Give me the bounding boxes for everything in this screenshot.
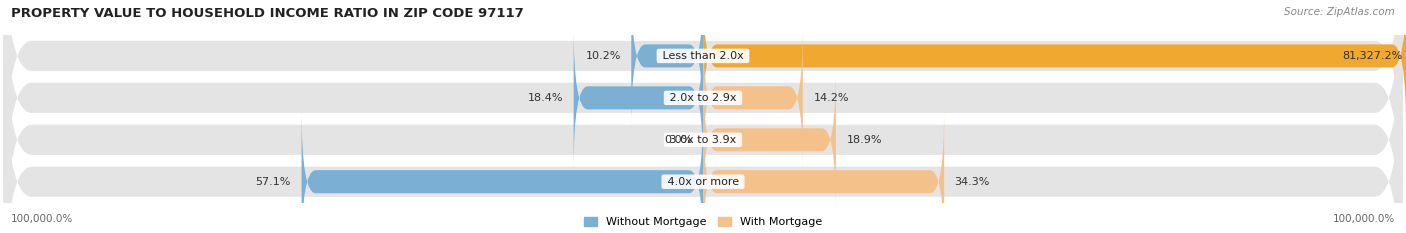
Text: 0.0%: 0.0% bbox=[664, 135, 693, 145]
Text: 100,000.0%: 100,000.0% bbox=[1333, 214, 1395, 224]
Text: 14.2%: 14.2% bbox=[813, 93, 849, 103]
FancyBboxPatch shape bbox=[301, 109, 703, 233]
Text: Less than 2.0x: Less than 2.0x bbox=[659, 51, 747, 61]
FancyBboxPatch shape bbox=[3, 0, 1403, 209]
Text: 3.0x to 3.9x: 3.0x to 3.9x bbox=[666, 135, 740, 145]
FancyBboxPatch shape bbox=[703, 26, 803, 170]
Text: 57.1%: 57.1% bbox=[256, 177, 291, 187]
FancyBboxPatch shape bbox=[703, 68, 835, 212]
Text: 81,327.2%: 81,327.2% bbox=[1343, 51, 1403, 61]
Text: Source: ZipAtlas.com: Source: ZipAtlas.com bbox=[1284, 7, 1395, 17]
FancyBboxPatch shape bbox=[631, 0, 703, 128]
Text: 4.0x or more: 4.0x or more bbox=[664, 177, 742, 187]
FancyBboxPatch shape bbox=[3, 29, 1403, 233]
Text: 18.9%: 18.9% bbox=[846, 135, 882, 145]
FancyBboxPatch shape bbox=[703, 0, 1406, 128]
Text: 100,000.0%: 100,000.0% bbox=[11, 214, 73, 224]
Text: 10.2%: 10.2% bbox=[585, 51, 621, 61]
FancyBboxPatch shape bbox=[3, 0, 1403, 233]
Text: 34.3%: 34.3% bbox=[955, 177, 990, 187]
FancyBboxPatch shape bbox=[703, 109, 945, 233]
FancyBboxPatch shape bbox=[574, 26, 703, 170]
Text: 2.0x to 2.9x: 2.0x to 2.9x bbox=[666, 93, 740, 103]
Legend: Without Mortgage, With Mortgage: Without Mortgage, With Mortgage bbox=[583, 217, 823, 227]
Text: PROPERTY VALUE TO HOUSEHOLD INCOME RATIO IN ZIP CODE 97117: PROPERTY VALUE TO HOUSEHOLD INCOME RATIO… bbox=[11, 7, 524, 20]
FancyBboxPatch shape bbox=[3, 0, 1403, 233]
Text: 18.4%: 18.4% bbox=[527, 93, 564, 103]
